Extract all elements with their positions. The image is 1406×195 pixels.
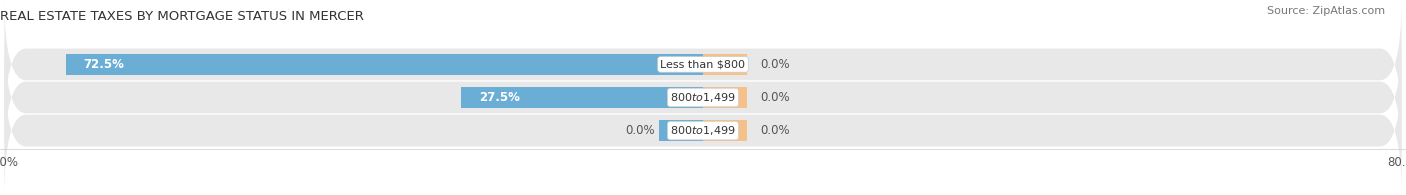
Text: Source: ZipAtlas.com: Source: ZipAtlas.com: [1267, 6, 1385, 16]
Text: $800 to $1,499: $800 to $1,499: [671, 124, 735, 137]
Text: Less than $800: Less than $800: [661, 59, 745, 69]
Text: $800 to $1,499: $800 to $1,499: [671, 91, 735, 104]
Legend: Without Mortgage, With Mortgage: Without Mortgage, With Mortgage: [581, 191, 825, 195]
Bar: [66, 54, 703, 75]
Text: 0.0%: 0.0%: [761, 124, 790, 137]
Bar: [703, 120, 747, 141]
Text: 0.0%: 0.0%: [761, 58, 790, 71]
Bar: [703, 54, 747, 75]
Text: 27.5%: 27.5%: [479, 91, 520, 104]
FancyBboxPatch shape: [4, 0, 1402, 131]
Text: 0.0%: 0.0%: [761, 91, 790, 104]
Text: 0.0%: 0.0%: [626, 124, 655, 137]
FancyBboxPatch shape: [4, 31, 1402, 164]
Text: 72.5%: 72.5%: [83, 58, 124, 71]
Bar: [461, 87, 703, 108]
Bar: [703, 87, 747, 108]
Text: REAL ESTATE TAXES BY MORTGAGE STATUS IN MERCER: REAL ESTATE TAXES BY MORTGAGE STATUS IN …: [0, 10, 364, 23]
Bar: [659, 120, 703, 141]
FancyBboxPatch shape: [4, 64, 1402, 195]
